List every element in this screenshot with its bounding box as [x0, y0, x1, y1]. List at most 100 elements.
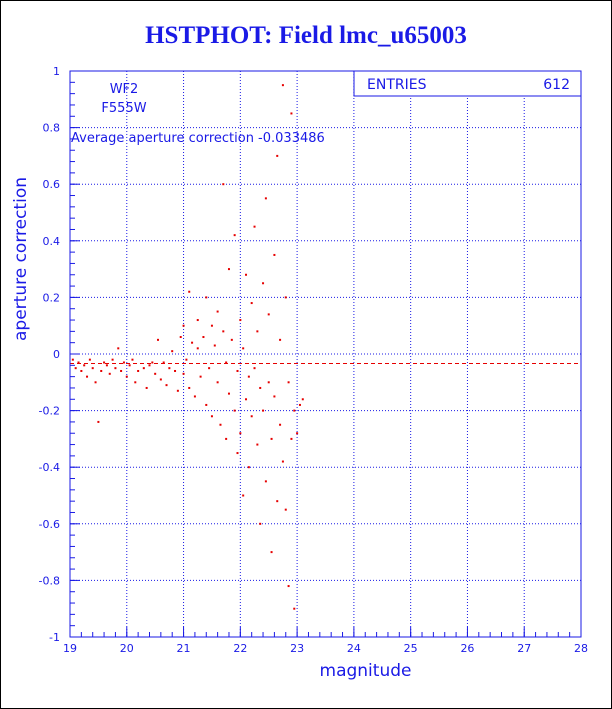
data-point: [242, 494, 245, 497]
y-axis-label: aperture correction: [11, 177, 31, 341]
data-point: [182, 324, 185, 327]
data-point: [287, 381, 290, 384]
data-point: [202, 336, 205, 339]
data-point: [196, 319, 199, 322]
y-tick-label: 1: [53, 65, 60, 78]
data-point: [233, 409, 236, 412]
data-point: [250, 415, 253, 418]
data-point: [137, 369, 140, 372]
data-point: [253, 225, 256, 228]
data-point: [210, 324, 213, 327]
data-point: [225, 437, 228, 440]
data-point: [245, 273, 248, 276]
filter-annotation: F555W: [101, 101, 146, 116]
x-tick-label: 25: [404, 642, 418, 655]
data-point: [168, 367, 171, 370]
y-tick-label: -0.8: [39, 574, 60, 587]
data-point: [264, 480, 267, 483]
data-point: [128, 364, 131, 367]
chart-title: HSTPHOT: Field lmc_u65003: [145, 22, 467, 49]
data-point: [103, 361, 106, 364]
data-point: [273, 253, 276, 256]
data-point: [205, 403, 208, 406]
data-point: [287, 585, 290, 588]
data-point: [193, 395, 196, 398]
stats-entries-value: 612: [543, 77, 570, 93]
data-point: [205, 296, 208, 299]
x-axis-label: magnitude: [320, 661, 412, 681]
data-point: [80, 369, 83, 372]
y-tick-label: 0.4: [43, 235, 61, 248]
ticks-layer: [69, 70, 582, 638]
data-point: [165, 384, 168, 387]
data-point: [114, 367, 117, 370]
data-point: [219, 423, 222, 426]
data-point: [222, 183, 225, 186]
data-point: [236, 369, 239, 372]
data-point: [151, 361, 154, 364]
grid-layer: [70, 71, 581, 637]
data-point: [191, 341, 194, 344]
data-point: [188, 290, 191, 293]
data-point: [171, 350, 174, 353]
data-point: [162, 361, 165, 364]
data-point: [259, 522, 262, 525]
data-point: [262, 409, 265, 412]
tick-labels-layer: 19 20 21 22 23 24 25 26 27 28 -1 -0.8 -0.6 -0.4 -0.2 0 0…: [39, 65, 588, 655]
data-point: [125, 375, 128, 378]
data-point: [253, 367, 256, 370]
data-point: [298, 403, 301, 406]
data-point: [239, 319, 242, 322]
x-tick-label: 26: [460, 642, 474, 655]
data-point: [71, 358, 74, 361]
y-tick-label: -0.2: [39, 405, 60, 418]
data-point: [188, 386, 191, 389]
data-point: [199, 375, 202, 378]
data-point: [210, 415, 213, 418]
average-correction-annotation: Average aperture correction -0.033486: [71, 131, 325, 146]
data-point: [256, 443, 259, 446]
data-point: [222, 330, 225, 333]
data-point: [262, 282, 265, 285]
y-tick-label: 0.6: [43, 178, 61, 191]
data-point: [293, 409, 296, 412]
data-point: [83, 364, 86, 367]
data-point: [276, 154, 279, 157]
x-tick-label: 20: [120, 642, 134, 655]
stats-box-border: [353, 70, 582, 97]
data-point: [74, 367, 77, 370]
data-point: [208, 367, 211, 370]
data-point: [281, 460, 284, 463]
x-tick-label: 23: [290, 642, 304, 655]
data-point: [185, 358, 188, 361]
data-point: [100, 369, 103, 372]
y-tick-label: 0.8: [43, 122, 61, 135]
data-point: [225, 361, 228, 364]
data-point: [157, 338, 160, 341]
data-point: [91, 367, 94, 370]
data-point: [301, 398, 304, 401]
data-point: [120, 369, 123, 372]
data-point: [154, 372, 157, 375]
x-tick-label: 28: [574, 642, 588, 655]
data-point: [216, 310, 219, 313]
data-point: [111, 358, 114, 361]
data-point: [279, 338, 282, 341]
data-point: [122, 361, 125, 364]
y-tick-label: -1: [49, 631, 60, 644]
data-point: [270, 551, 273, 554]
data-point: [250, 302, 253, 305]
data-point: [148, 364, 151, 367]
data-point: [293, 607, 296, 610]
data-point: [290, 112, 293, 115]
data-point: [216, 381, 219, 384]
data-point: [264, 197, 267, 200]
x-tick-label: 24: [347, 642, 361, 655]
data-point: [227, 268, 230, 271]
data-point: [174, 369, 177, 372]
x-tick-label: 21: [177, 642, 191, 655]
points-layer: [71, 84, 304, 610]
data-point: [97, 420, 100, 423]
chip-annotation: WF2: [110, 82, 139, 97]
